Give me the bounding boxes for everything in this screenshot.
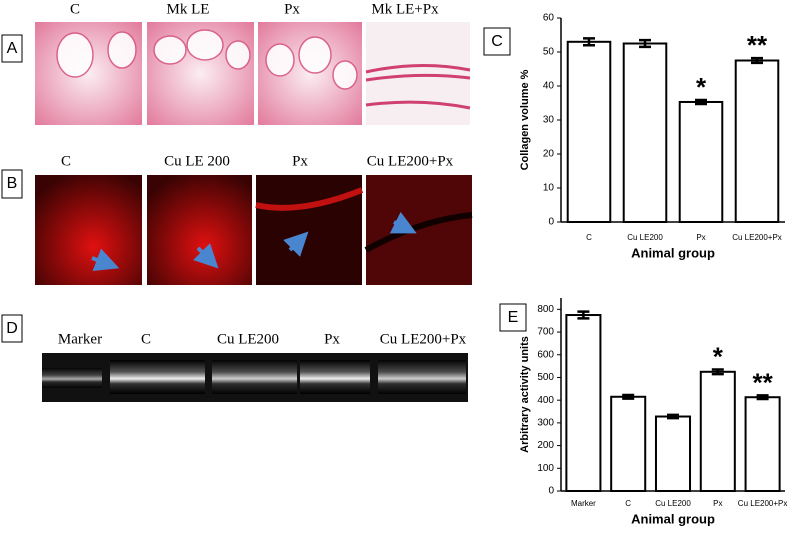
- caption: Px: [324, 331, 340, 347]
- y-tick-label: 300: [537, 418, 554, 429]
- significance-mark: *: [713, 342, 724, 372]
- bar: [566, 40, 612, 223]
- x-axis-title: Animal group: [631, 511, 715, 526]
- y-tick-label: 500: [537, 372, 554, 383]
- significance-mark: **: [752, 367, 773, 397]
- caption: Cu LE200+Px: [367, 153, 454, 169]
- x-tick-label: C: [586, 233, 592, 242]
- y-tick-label: 30: [543, 115, 555, 126]
- caption: Cu LE 200: [164, 153, 230, 169]
- panel-label-box: [1, 34, 23, 63]
- caption: C: [141, 331, 151, 347]
- x-tick-label: Cu LE200: [655, 499, 691, 508]
- significance-mark: **: [747, 30, 768, 60]
- panel-label-box: [499, 303, 527, 332]
- caption: Mk LE: [167, 1, 210, 17]
- histology-images: [35, 22, 471, 125]
- y-tick-label: 800: [537, 304, 554, 315]
- x-tick-label: C: [625, 499, 631, 508]
- bar: [678, 100, 724, 223]
- caption: Cu LE200: [217, 331, 279, 347]
- y-tick-label: 60: [543, 13, 555, 24]
- fluorescence-images: [35, 175, 473, 285]
- bar: [654, 415, 692, 493]
- x-tick-label: Px: [696, 233, 705, 242]
- y-tick-label: 0: [548, 217, 554, 228]
- error-bar: [751, 56, 763, 65]
- error-bar: [639, 38, 651, 49]
- y-tick-label: 400: [537, 395, 554, 406]
- y-tick-label: 50: [543, 47, 555, 58]
- y-tick-label: 10: [543, 183, 555, 194]
- y-tick-label: 700: [537, 327, 554, 338]
- y-axis-title: Arbitrary activity units: [519, 336, 531, 453]
- caption: Cu LE200+Px: [380, 331, 467, 347]
- x-tick-label: Cu LE200+Px: [738, 499, 788, 508]
- error-bar: [695, 98, 707, 106]
- panel-label: D: [6, 320, 18, 337]
- caption: Px: [292, 153, 308, 169]
- y-tick-label: 40: [543, 81, 555, 92]
- panel-label-box: [1, 314, 23, 343]
- bar: [610, 395, 647, 493]
- bar: [734, 59, 780, 223]
- x-tick-label: Cu LE200+Px: [732, 233, 782, 242]
- significance-mark: *: [696, 72, 707, 102]
- caption: C: [61, 153, 71, 169]
- gel-image: [42, 353, 468, 402]
- bar: [744, 396, 781, 492]
- error-bar: [583, 37, 595, 47]
- panel-label: B: [7, 175, 18, 192]
- error-bar: [577, 310, 590, 320]
- caption: Marker: [58, 331, 102, 347]
- x-tick-label: Cu LE200: [627, 233, 663, 242]
- error-bar: [756, 394, 769, 401]
- panel-label: C: [491, 33, 503, 50]
- bar: [565, 314, 602, 492]
- bar: [622, 42, 668, 223]
- y-tick-label: 20: [543, 149, 555, 160]
- x-tick-label: Marker: [571, 499, 596, 508]
- bar: [699, 370, 736, 493]
- x-tick-label: Px: [713, 499, 722, 508]
- panel-label: A: [7, 40, 18, 57]
- panel-label: E: [508, 309, 519, 326]
- error-bar: [711, 368, 724, 376]
- panel-label-box: [483, 27, 511, 56]
- y-axis-title: Collagen volume %: [519, 69, 531, 170]
- caption: Px: [284, 1, 300, 17]
- caption: Mk LE+Px: [371, 1, 439, 17]
- error-bar: [667, 413, 679, 420]
- y-tick-label: 600: [537, 349, 554, 360]
- error-bar: [622, 393, 635, 400]
- panel-label-box: [1, 169, 23, 199]
- x-axis-title: Animal group: [631, 245, 715, 260]
- y-tick-label: 0: [548, 486, 554, 497]
- y-tick-label: 100: [537, 463, 554, 474]
- y-tick-label: 200: [537, 440, 554, 451]
- caption: C: [70, 1, 80, 17]
